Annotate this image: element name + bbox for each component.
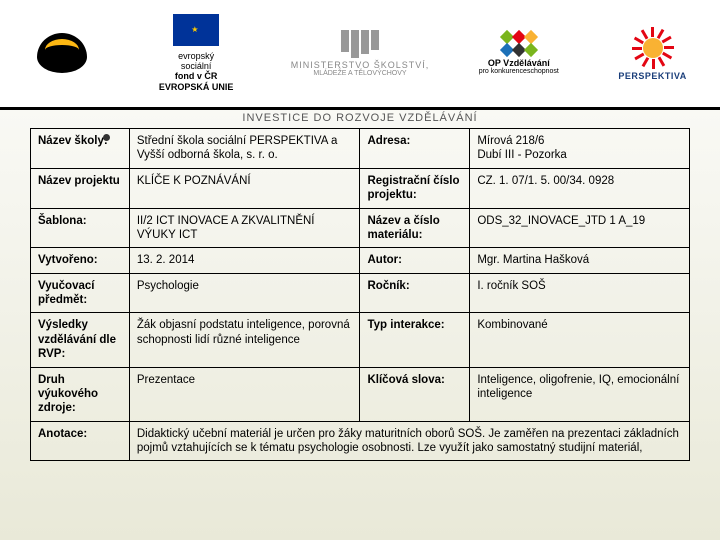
eu-label: EVROPSKÁ UNIE	[159, 83, 234, 93]
op-icon-2	[502, 45, 536, 55]
cell-label: Výsledky vzdělávání dle RVP:	[31, 313, 130, 367]
cell-value: Inteligence, oligofrenie, IQ, emocionáln…	[470, 367, 690, 421]
cell-label: Vyučovací předmět:	[31, 273, 130, 313]
cell-value: Kombinované	[470, 313, 690, 367]
table-row: Název školy: Střední škola sociální PERS…	[31, 129, 690, 169]
table-row: Výsledky vzdělávání dle RVP: Žák objasní…	[31, 313, 690, 367]
cell-label: Název projektu	[31, 168, 130, 208]
cell-value: Střední škola sociální PERSPEKTIVA a Vyš…	[129, 129, 360, 169]
bullet-dot	[103, 134, 110, 141]
op-logo: OP Vzdělávání pro konkurenceschopnost	[454, 32, 584, 75]
op-line2: pro konkurenceschopnost	[479, 68, 559, 75]
esf-logo	[17, 33, 107, 75]
cell-value: KLÍČE K POZNÁVÁNÍ	[129, 168, 360, 208]
table-row: Šablona: II/2 ICT INOVACE A ZKVALITNĚNÍ …	[31, 208, 690, 248]
cell-label: Autor:	[360, 248, 470, 273]
cell-label: Název školy:	[31, 129, 130, 169]
cell-value: II/2 ICT INOVACE A ZKVALITNĚNÍ VÝUKY ICT	[129, 208, 360, 248]
eu-text: evropský sociální fond v ČR EVROPSKÁ UNI…	[159, 52, 234, 94]
cell-value: Žák objasní podstatu inteligence, porovn…	[129, 313, 360, 367]
sub-banner: INVESTICE DO ROZVOJE VZDĚLÁVÁNÍ	[0, 110, 720, 128]
cell-label: Ročník:	[360, 273, 470, 313]
cell-value: Didaktický učební materiál je určen pro …	[129, 421, 689, 461]
cell-value: ODS_32_INOVACE_JTD 1 A_19	[470, 208, 690, 248]
table-row: Anotace: Didaktický učební materiál je u…	[31, 421, 690, 461]
esf-label3: fond v ČR	[159, 72, 234, 82]
logo-header: evropský sociální fond v ČR EVROPSKÁ UNI…	[0, 0, 720, 110]
table-row: Vyučovací předmět: Psychologie Ročník: I…	[31, 273, 690, 313]
eu-flag-icon	[173, 14, 219, 46]
cell-label: Registrační číslo projektu:	[360, 168, 470, 208]
msmt-line2: MLÁDEŽE A TĚLOVÝCHOVY	[313, 70, 406, 77]
metadata-table: Název školy: Střední škola sociální PERS…	[30, 128, 690, 461]
cell-value: I. ročník SOŠ	[470, 273, 690, 313]
esf-icon	[37, 33, 87, 73]
cell-value: Psychologie	[129, 273, 360, 313]
cell-value: Mgr. Martina Hašková	[470, 248, 690, 273]
perspektiva-label: PERSPEKTIVA	[618, 71, 686, 81]
cell-label: Vytvořeno:	[31, 248, 130, 273]
perspektiva-logo: PERSPEKTIVA	[603, 27, 703, 81]
cell-value: CZ. 1. 07/1. 5. 00/34. 0928	[470, 168, 690, 208]
table-row: Název projektu KLÍČE K POZNÁVÁNÍ Registr…	[31, 168, 690, 208]
msmt-logo: MINISTERSTVO ŠKOLSTVÍ, MLÁDEŽE A TĚLOVÝC…	[285, 30, 435, 77]
msmt-icon	[341, 30, 379, 58]
op-line1: OP Vzdělávání	[488, 58, 550, 68]
cell-value: Mírová 218/6 Dubí III - Pozorka	[470, 129, 690, 169]
cell-label: Druh výukového zdroje:	[31, 367, 130, 421]
cell-label: Šablona:	[31, 208, 130, 248]
cell-label: Název a číslo materiálu:	[360, 208, 470, 248]
msmt-line1: MINISTERSTVO ŠKOLSTVÍ,	[291, 60, 430, 70]
cell-label: Typ interakce:	[360, 313, 470, 367]
op-icon	[502, 32, 536, 42]
cell-label: Adresa:	[360, 129, 470, 169]
sun-icon	[632, 27, 674, 69]
eu-logo: evropský sociální fond v ČR EVROPSKÁ UNI…	[126, 14, 266, 94]
cell-label: Klíčová slova:	[360, 367, 470, 421]
cell-value: Prezentace	[129, 367, 360, 421]
table-row: Vytvořeno: 13. 2. 2014 Autor: Mgr. Marti…	[31, 248, 690, 273]
table-row: Druh výukového zdroje: Prezentace Klíčov…	[31, 367, 690, 421]
cell-value: 13. 2. 2014	[129, 248, 360, 273]
cell-label: Anotace:	[31, 421, 130, 461]
